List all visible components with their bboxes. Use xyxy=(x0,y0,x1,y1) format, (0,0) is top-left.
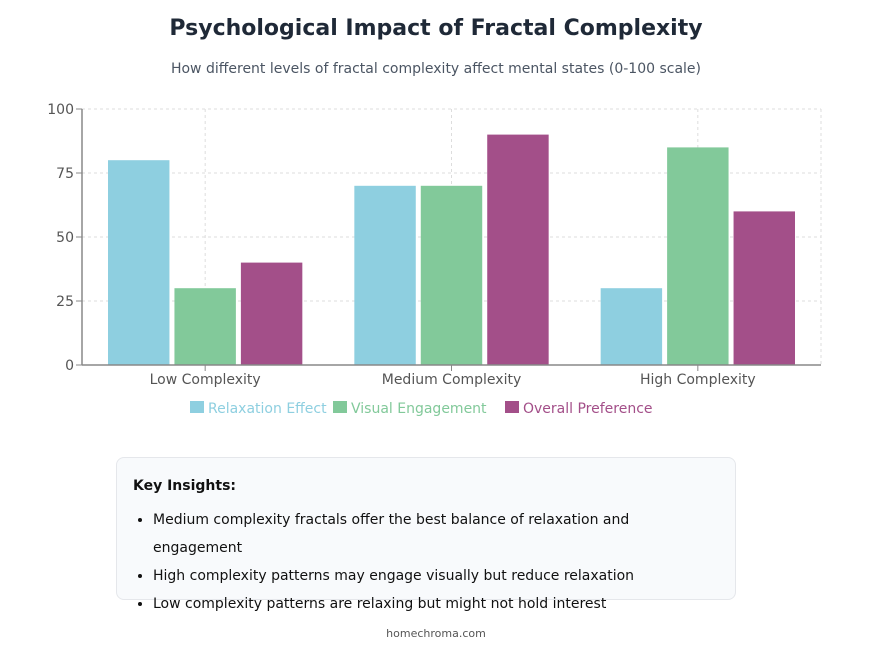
legend-label: Visual Engagement xyxy=(351,401,487,417)
y-tick-label: 100 xyxy=(47,102,74,118)
x-tick-label: High Complexity xyxy=(640,372,756,388)
insights-list: Medium complexity fractals offer the bes… xyxy=(133,506,719,618)
y-tick-label: 50 xyxy=(56,230,74,246)
key-insights-panel: Key Insights: Medium complexity fractals… xyxy=(116,457,736,612)
y-tick-label: 75 xyxy=(56,166,74,182)
bar-overall-preference xyxy=(240,262,303,365)
bar-chart: 0 25 50 75 100 Low Complexity Medium Complexit… xyxy=(47,102,822,417)
chart-subtitle: How different levels of fractal complexi… xyxy=(170,61,702,77)
insights-heading: Key Insights: xyxy=(133,478,237,494)
legend-label: Overall Preference xyxy=(523,401,653,417)
bar-overall-preference xyxy=(487,134,549,365)
legend-swatch xyxy=(190,401,204,413)
insight-item: High complexity patterns may engage visu… xyxy=(153,562,719,590)
legend-label: Relaxation Effect xyxy=(208,401,327,417)
legend-swatch xyxy=(505,401,519,413)
x-tick-label: Medium Complexity xyxy=(382,372,522,388)
bar-relaxation-effect xyxy=(600,288,663,365)
bar-relaxation-effect xyxy=(108,160,170,365)
bar-overall-preference xyxy=(733,211,795,365)
bar-visual-engagement xyxy=(174,288,236,365)
y-tick-label: 0 xyxy=(65,358,74,374)
y-tick-label: 25 xyxy=(56,294,74,310)
bar-relaxation-effect xyxy=(354,185,416,365)
x-tick-label: Low Complexity xyxy=(150,372,261,388)
bar-visual-engagement xyxy=(667,147,729,365)
chart-title: Psychological Impact of Fractal Complexi… xyxy=(169,16,703,41)
legend-swatch xyxy=(333,401,347,413)
insight-item: Low complexity patterns are relaxing but… xyxy=(153,590,719,618)
bar-visual-engagement xyxy=(420,185,483,365)
insight-item: Medium complexity fractals offer the bes… xyxy=(153,506,719,562)
footer-site: homechroma.com xyxy=(386,627,486,640)
